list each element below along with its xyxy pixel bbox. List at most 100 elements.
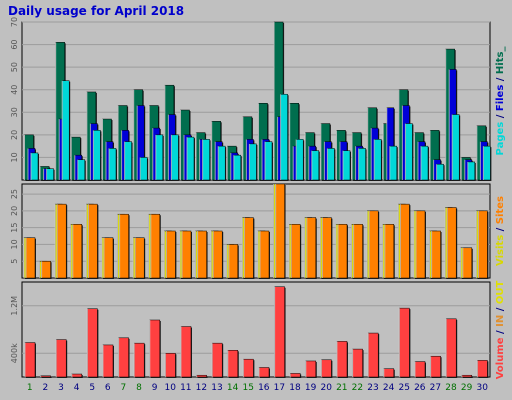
- bar-body: [166, 230, 176, 279]
- bar-sites: [321, 217, 333, 279]
- panel-middle: 5 10 15 20 25: [10, 183, 491, 279]
- bar-volume: [414, 361, 426, 378]
- panel-top: 10 20 30 40 50 60 70: [10, 17, 492, 182]
- y-tick-label: 15: [10, 223, 19, 233]
- bar-body: [336, 341, 348, 378]
- bar-volume: [430, 355, 442, 378]
- bar-volume: [336, 341, 348, 378]
- x-tick-label: 22: [352, 383, 363, 393]
- panel-bottom: 400k 1.2M: [10, 281, 491, 378]
- bar-sites: [134, 237, 146, 279]
- bar-body: [55, 339, 67, 378]
- legend-part: Pages: [495, 122, 506, 156]
- bar-volume: [40, 375, 52, 378]
- x-tick-label: 8: [136, 383, 142, 393]
- bar-body: [119, 213, 129, 279]
- bar-body: [212, 230, 223, 279]
- x-tick-label: 27: [430, 383, 441, 393]
- legend-part: _: [495, 47, 506, 52]
- bar-volume: [305, 360, 317, 378]
- bar-pages: [217, 145, 227, 181]
- bar-body: [228, 244, 239, 279]
- legend-part: /: [495, 327, 506, 338]
- bar-sites: [306, 217, 317, 279]
- series-legends: Pages / Files / Hits_ Visits / Sites Volum…: [495, 47, 506, 380]
- bar-pages: [46, 168, 55, 181]
- bar-body: [202, 139, 210, 181]
- bar-body: [108, 148, 117, 181]
- legend-part: Volume: [495, 337, 506, 379]
- bar-body: [384, 224, 395, 279]
- bar-body: [103, 237, 114, 279]
- bar-body: [243, 358, 254, 378]
- y-tick-group: 10: [10, 152, 19, 162]
- x-tick-label: 14: [227, 383, 239, 393]
- bar-body: [217, 145, 226, 181]
- bar-pages: [436, 163, 445, 181]
- bar-body: [211, 342, 223, 378]
- bar-body: [72, 224, 83, 279]
- bar-body: [295, 139, 304, 181]
- bar-volume: [398, 307, 411, 378]
- bar-sites: [103, 237, 114, 279]
- y-tick-label: 10: [10, 152, 19, 162]
- bar-pages: [451, 114, 461, 181]
- y-tick-group: 10: [10, 239, 19, 249]
- bar-body: [41, 260, 51, 279]
- bar-volume: [211, 342, 224, 378]
- bar-body: [483, 145, 491, 181]
- y-tick-label: 50: [10, 62, 19, 72]
- x-tick-label: 11: [180, 383, 191, 393]
- bar-sites: [337, 224, 348, 279]
- x-tick-label: 3: [58, 383, 64, 393]
- bar-body: [461, 374, 473, 378]
- bar-sites: [212, 230, 224, 279]
- y-tick-group: 60: [10, 39, 19, 49]
- bar-body: [71, 373, 83, 378]
- bar-body: [420, 145, 429, 181]
- bar-body: [405, 123, 413, 181]
- x-tick-label: 17: [274, 383, 285, 393]
- bar-body: [186, 136, 195, 181]
- x-tick-label: 18: [289, 383, 301, 393]
- bar-pages: [108, 148, 117, 181]
- bar-volume: [383, 368, 395, 378]
- bar-body: [305, 360, 317, 378]
- bar-sites: [399, 203, 411, 279]
- x-tick-label: 25: [398, 383, 409, 393]
- bar-body: [478, 210, 488, 279]
- bar-volume: [461, 374, 473, 378]
- bar-body: [280, 93, 288, 181]
- bar-body: [24, 342, 36, 378]
- x-tick-label: 9: [152, 383, 158, 393]
- bar-pages: [295, 139, 305, 181]
- bar-body: [258, 367, 270, 378]
- x-tick-label: 19: [305, 383, 317, 393]
- bar-pages: [467, 161, 476, 181]
- bar-pages: [280, 93, 289, 181]
- bar-body: [264, 141, 273, 181]
- legend-part: Sites: [495, 196, 506, 224]
- bar-body: [87, 308, 98, 378]
- y-tick-group: 20: [10, 206, 19, 216]
- y-tick-group: 15: [10, 223, 19, 233]
- bar-sites: [462, 247, 473, 279]
- y-tick-label: 20: [10, 130, 19, 140]
- x-tick-label: 16: [258, 383, 270, 393]
- bar-pages: [170, 134, 180, 181]
- y-tick-group: 1.2M: [10, 296, 19, 316]
- bar-body: [139, 157, 148, 181]
- bar-sites: [243, 217, 255, 279]
- bar-body: [118, 337, 129, 378]
- bar-shadow: [41, 376, 52, 378]
- bar-body: [383, 368, 395, 378]
- bar-sites: [165, 230, 177, 279]
- x-tick-label: 6: [105, 383, 111, 393]
- bar-body: [30, 152, 39, 181]
- legend-text: Visits / Sites: [495, 196, 506, 266]
- bar-sites: [72, 224, 83, 279]
- bar-body: [373, 139, 382, 181]
- bar-sites: [477, 210, 489, 279]
- bar-pages: [358, 148, 367, 181]
